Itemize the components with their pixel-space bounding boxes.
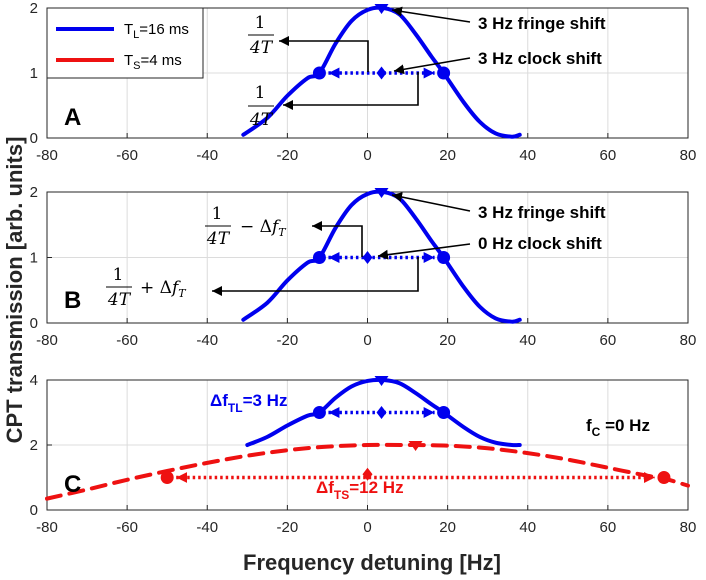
panel-1-marker-circle-0 — [312, 66, 326, 80]
panel-1-marker-diamond-2 — [376, 66, 387, 80]
panel-2-ytick-label-0: 0 — [30, 315, 38, 332]
arrow-b-fringe — [391, 192, 471, 212]
y-axis-label: CPT transmission [arb. units] — [2, 137, 27, 444]
legend-label-ts: TS=4 ms — [124, 52, 182, 72]
panel-b-annotations: B 3 Hz fringe shift 0 Hz clock shift 1 4… — [64, 192, 606, 314]
legend-box — [46, 7, 204, 79]
panel-1-xtick-label-8: 80 — [680, 147, 697, 164]
panel-1-xtick-label-6: 40 — [519, 147, 536, 164]
panel-3-marker-circle-5 — [657, 471, 671, 484]
panel-1-ytick-label-2: 2 — [30, 0, 38, 17]
label-b-fringe: 3 Hz fringe shift — [478, 203, 606, 222]
math-a2-num: 1 — [255, 83, 266, 103]
panel-3-marker-diamond-6 — [362, 467, 373, 481]
panel-2-marker-diamond-2 — [362, 251, 373, 264]
panel-3-marker-diamond-2 — [376, 406, 387, 419]
panel-label-a: A — [64, 104, 81, 131]
math-b2-num: 1 — [113, 265, 124, 285]
x-axis-label: Frequency detuning [Hz] — [243, 550, 501, 575]
panel-1-xtick-label-7: 60 — [600, 147, 617, 164]
panel-3-xtick-label-3: -20 — [277, 519, 299, 536]
arrow-b-clock — [377, 243, 471, 260]
panel-1-marker-circle-1 — [437, 66, 451, 80]
panel-2-ytick-label-2: 2 — [30, 184, 38, 201]
panel-2-xtick-label-2: -40 — [196, 332, 218, 349]
label-c-blue: ΔfTL=3 Hz — [210, 391, 287, 415]
panel-3-xtick-label-0: -80 — [36, 519, 58, 536]
panel-3-xtick-label-2: -40 — [196, 519, 218, 536]
panel-1-xtick-label-1: -60 — [116, 147, 138, 164]
panel-2-ytick-label-1: 1 — [30, 250, 38, 267]
arrow-a-fringe — [391, 6, 471, 23]
panel-a-annotations: A 3 Hz fringe shift 3 Hz clock shift 1 4… — [64, 6, 606, 131]
label-a-fringe: 3 Hz fringe shift — [478, 14, 606, 33]
arrow-a-clock — [393, 57, 471, 75]
math-a1-den: 4T — [249, 38, 274, 58]
panel-3-ytick-label-1: 2 — [30, 437, 38, 454]
legend: TL=16 ms TS=4 ms — [46, 7, 204, 79]
panel-2-marker-circle-1 — [437, 251, 451, 264]
math-b1-num: 1 — [212, 204, 223, 224]
label-b-clock: 0 Hz clock shift — [478, 234, 602, 253]
panel-2-xtick-label-6: 40 — [519, 332, 536, 349]
panel-2-marker-triangle-3 — [374, 188, 389, 198]
label-a-clock: 3 Hz clock shift — [478, 49, 602, 68]
math-b1-den: 4T — [206, 229, 231, 249]
label-c-red: ΔfTS=12 Hz — [316, 478, 404, 502]
panel-2-xtick-label-0: -80 — [36, 332, 58, 349]
math-b2-tail: + ΔfT — [140, 278, 187, 300]
math-b1-tail: − ΔfT — [240, 217, 287, 239]
panel-3-marker-triangle-7 — [408, 441, 423, 451]
math-b-upper: 1 4T − ΔfT — [205, 204, 287, 249]
label-c-fc: fC =0 Hz — [586, 416, 650, 439]
panel-2-xtick-label-5: 20 — [439, 332, 456, 349]
panel-3-xtick-label-4: 0 — [363, 519, 371, 536]
panel-2-xtick-label-1: -60 — [116, 332, 138, 349]
panel-3-marker-circle-4 — [160, 471, 174, 484]
panel-3-marker-circle-0 — [312, 406, 326, 419]
panel-1-xtick-label-3: -20 — [277, 147, 299, 164]
panel-3-series-2-line — [45, 442, 690, 501]
panel-label-c: C — [64, 471, 81, 498]
panel-3-xtick-label-8: 80 — [680, 519, 697, 536]
panel-2-xtick-label-7: 60 — [600, 332, 617, 349]
panel-3-ytick-label-2: 4 — [30, 372, 38, 389]
panel-3-series-1-line — [245, 377, 522, 448]
panel-3-xtick-label-5: 20 — [439, 519, 456, 536]
panel-1-ytick-label-1: 1 — [30, 65, 38, 82]
math-a-upper: 1 4T — [248, 13, 274, 58]
bracket-b-lower — [212, 257, 419, 296]
panel-1-marker-triangle-3 — [374, 4, 389, 14]
panel-1-series-1-line — [241, 5, 522, 139]
bracket-a-upper — [279, 36, 369, 72]
panel-3-xtick-label-1: -60 — [116, 519, 138, 536]
panel-1-xtick-label-5: 20 — [439, 147, 456, 164]
math-a1-num: 1 — [255, 13, 266, 33]
math-b2-den: 4T — [107, 290, 132, 310]
panel-3-ytick-label-0: 0 — [30, 502, 38, 519]
panel-c-annotations: C ΔfTL=3 Hz ΔfTS=12 Hz fC =0 Hz — [64, 391, 650, 502]
panel-3-marker-circle-1 — [437, 406, 451, 419]
panel-3-xtick-label-6: 40 — [519, 519, 536, 536]
panel-2-xtick-label-4: 0 — [363, 332, 371, 349]
panel-1-ytick-label-0: 0 — [30, 130, 38, 147]
panel-2-xtick-label-8: 80 — [680, 332, 697, 349]
panel-1-xtick-label-2: -40 — [196, 147, 218, 164]
panel-2-marker-circle-0 — [312, 251, 326, 264]
bracket-b-upper — [312, 221, 363, 257]
math-b-lower: 1 4T + ΔfT — [106, 265, 187, 310]
math-a-lower: 1 4T — [248, 83, 274, 130]
legend-label-tl: TL=16 ms — [124, 21, 189, 41]
panel-1-xtick-label-0: -80 — [36, 147, 58, 164]
panel-1-xtick-label-4: 0 — [363, 147, 371, 164]
panel-label-b: B — [64, 287, 81, 314]
panel-2-series-1-line — [241, 189, 522, 324]
bracket-a-lower — [283, 72, 419, 110]
panel-3-marker-triangle-3 — [374, 376, 389, 386]
math-a2-den: 4T — [249, 110, 274, 130]
panel-3-xtick-label-7: 60 — [600, 519, 617, 536]
panel-2-xtick-label-3: -20 — [277, 332, 299, 349]
